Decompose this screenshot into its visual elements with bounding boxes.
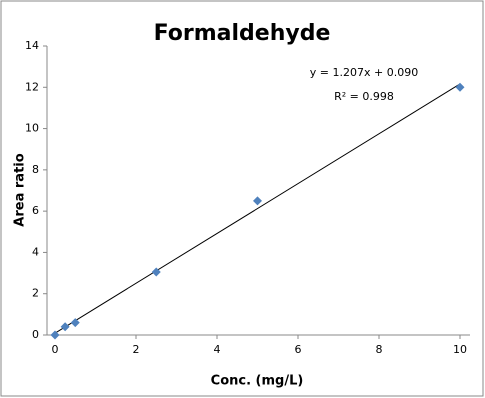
data-point bbox=[455, 82, 465, 92]
x-tick-label: 10 bbox=[453, 343, 467, 356]
y-tick-label: 14 bbox=[25, 39, 39, 52]
data-point bbox=[253, 196, 262, 206]
y-tick-label: 6 bbox=[32, 204, 39, 217]
y-axis-title: Area ratio bbox=[13, 153, 28, 226]
trendline-equation: y = 1.207x + 0.090 bbox=[310, 66, 418, 79]
y-tick-label: 0 bbox=[32, 328, 39, 341]
data-point bbox=[70, 318, 80, 328]
y-tick-label: 10 bbox=[25, 122, 39, 135]
data-point bbox=[151, 267, 161, 277]
y-tick-label: 4 bbox=[32, 245, 39, 258]
x-tick-label: 2 bbox=[133, 343, 140, 356]
trendline bbox=[54, 83, 461, 334]
y-tick-label: 8 bbox=[32, 163, 39, 176]
data-point bbox=[50, 330, 60, 340]
x-axis-title: Conc. (mg/L) bbox=[211, 374, 304, 389]
x-tick-label: 0 bbox=[52, 343, 59, 356]
chart-title: Formaldehyde bbox=[154, 21, 331, 46]
trendline-r2: R² = 0.998 bbox=[334, 90, 394, 103]
y-tick-label: 2 bbox=[32, 287, 39, 300]
x-tick-label: 4 bbox=[214, 343, 221, 356]
data-point bbox=[60, 322, 70, 332]
x-tick-label: 8 bbox=[376, 343, 383, 356]
y-tick-label: 12 bbox=[25, 80, 39, 93]
x-tick-label: 6 bbox=[295, 343, 302, 356]
